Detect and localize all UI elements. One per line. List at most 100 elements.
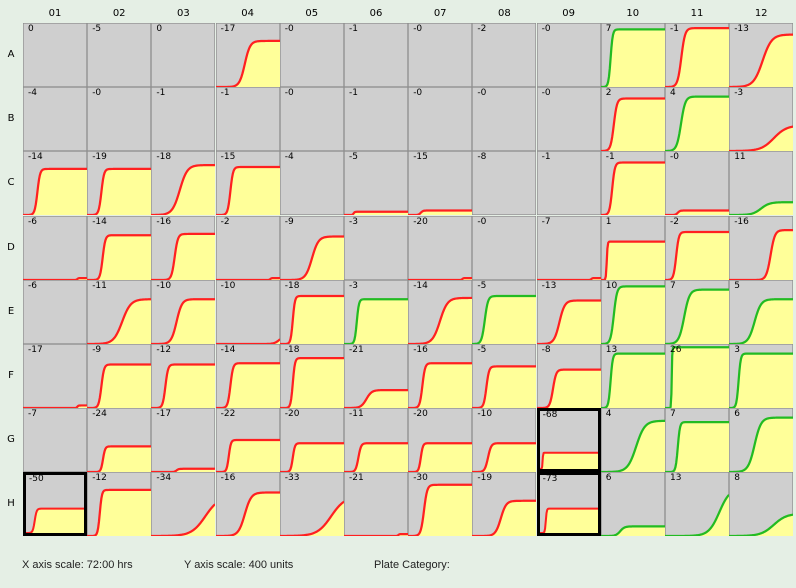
well-D03[interactable]: -16 (151, 215, 216, 280)
well-F05[interactable]: -18 (279, 344, 344, 408)
well-B01[interactable]: -4 (23, 87, 87, 152)
well-G06[interactable]: -11 (344, 408, 408, 473)
well-F07[interactable]: -16 (408, 344, 473, 408)
well-D07[interactable]: -20 (408, 215, 473, 280)
well-D10[interactable]: 1 (600, 215, 665, 280)
well-G05[interactable]: -20 (279, 408, 344, 473)
well-H05[interactable]: -33 (279, 472, 344, 537)
well-H02[interactable]: -12 (87, 472, 152, 537)
well-A08[interactable]: -2 (472, 23, 537, 87)
well-B10[interactable]: 2 (600, 87, 665, 152)
well-D11[interactable]: -2 (665, 215, 729, 280)
well-C08[interactable]: -8 (472, 151, 537, 216)
well-B12[interactable]: -3 (729, 87, 794, 152)
well-D09[interactable]: -7 (536, 215, 601, 280)
well-A03[interactable]: 0 (151, 23, 216, 87)
well-D12[interactable]: -16 (729, 215, 794, 280)
well-D06[interactable]: -3 (344, 215, 408, 280)
well-G02[interactable]: -24 (87, 408, 152, 473)
well-D01[interactable]: -6 (23, 215, 87, 280)
well-A04[interactable]: -17 (215, 23, 280, 87)
well-B03[interactable]: -1 (151, 87, 216, 152)
well-E07[interactable]: -14 (408, 279, 473, 344)
well-E12[interactable]: 5 (729, 279, 794, 344)
well-C09[interactable]: -1 (536, 151, 601, 216)
well-B08[interactable]: -0 (472, 87, 537, 152)
well-E10[interactable]: 10 (600, 279, 665, 344)
well-C01[interactable]: -14 (23, 151, 87, 216)
well-C04[interactable]: -15 (215, 151, 280, 216)
well-C10[interactable]: -1 (600, 151, 665, 216)
well-F03[interactable]: -12 (151, 344, 216, 408)
well-B11[interactable]: 4 (665, 87, 729, 152)
well-C02[interactable]: -19 (87, 151, 152, 216)
well-B07[interactable]: -0 (408, 87, 473, 152)
well-F06[interactable]: -21 (344, 344, 408, 408)
well-H11[interactable]: 13 (665, 472, 729, 537)
well-G10[interactable]: 4 (600, 408, 665, 473)
well-B06[interactable]: -1 (344, 87, 408, 152)
well-E05[interactable]: -18 (279, 279, 344, 344)
well-C06[interactable]: -5 (344, 151, 408, 216)
well-B04[interactable]: -1 (215, 87, 280, 152)
well-H10[interactable]: 6 (600, 472, 665, 537)
well-H03[interactable]: -34 (151, 472, 216, 537)
well-G09[interactable]: -68 (536, 408, 601, 473)
well-C07[interactable]: -15 (408, 151, 473, 216)
well-B05[interactable]: -0 (279, 87, 344, 152)
well-H09[interactable]: -73 (536, 472, 601, 537)
well-G04[interactable]: -22 (215, 408, 280, 473)
well-D04[interactable]: -2 (215, 215, 280, 280)
well-C05[interactable]: -4 (279, 151, 344, 216)
well-D02[interactable]: -14 (87, 215, 152, 280)
well-H08[interactable]: -19 (472, 472, 537, 537)
well-G11[interactable]: 7 (665, 408, 729, 473)
well-H01[interactable]: -50 (23, 472, 87, 537)
well-C11[interactable]: -0 (665, 151, 729, 216)
well-H12[interactable]: 8 (729, 472, 794, 537)
well-A10[interactable]: 7 (600, 23, 665, 87)
well-G01[interactable]: -7 (23, 408, 87, 473)
well-value: -12 (156, 345, 172, 355)
well-A09[interactable]: -0 (536, 23, 601, 87)
well-F10[interactable]: 13 (600, 344, 665, 408)
well-F02[interactable]: -9 (87, 344, 152, 408)
well-E02[interactable]: -11 (87, 279, 152, 344)
growth-curve (87, 344, 152, 408)
well-E06[interactable]: -3 (344, 279, 408, 344)
well-F09[interactable]: -8 (536, 344, 601, 408)
well-C12[interactable]: 11 (729, 151, 794, 216)
well-A07[interactable]: -0 (408, 23, 473, 87)
well-G08[interactable]: -10 (472, 408, 537, 473)
well-A01[interactable]: 0 (23, 23, 87, 87)
growth-curve-line (87, 233, 152, 280)
well-A05[interactable]: -0 (279, 23, 344, 87)
well-A06[interactable]: -1 (344, 23, 408, 87)
well-B09[interactable]: -0 (536, 87, 601, 152)
well-H06[interactable]: -21 (344, 472, 408, 537)
well-G03[interactable]: -17 (151, 408, 216, 473)
well-A12[interactable]: -13 (729, 23, 794, 87)
well-E01[interactable]: -6 (23, 279, 87, 344)
well-F04[interactable]: -14 (215, 344, 280, 408)
well-D05[interactable]: -9 (279, 215, 344, 280)
well-F11[interactable]: 26 (665, 344, 729, 408)
well-E08[interactable]: -5 (472, 279, 537, 344)
well-D08[interactable]: -0 (472, 215, 537, 280)
well-A02[interactable]: -5 (87, 23, 152, 87)
well-F01[interactable]: -17 (23, 344, 87, 408)
well-E11[interactable]: 7 (665, 279, 729, 344)
well-G07[interactable]: -20 (408, 408, 473, 473)
well-H04[interactable]: -16 (215, 472, 280, 537)
well-G12[interactable]: 6 (729, 408, 794, 473)
well-A11[interactable]: -1 (665, 23, 729, 87)
well-E03[interactable]: -10 (151, 279, 216, 344)
growth-area (344, 390, 408, 408)
well-E04[interactable]: -10 (215, 279, 280, 344)
well-H07[interactable]: -30 (408, 472, 473, 537)
well-F12[interactable]: 3 (729, 344, 794, 408)
well-C03[interactable]: -18 (151, 151, 216, 216)
well-E09[interactable]: -13 (536, 279, 601, 344)
well-B02[interactable]: -0 (87, 87, 152, 152)
well-F08[interactable]: -5 (472, 344, 537, 408)
